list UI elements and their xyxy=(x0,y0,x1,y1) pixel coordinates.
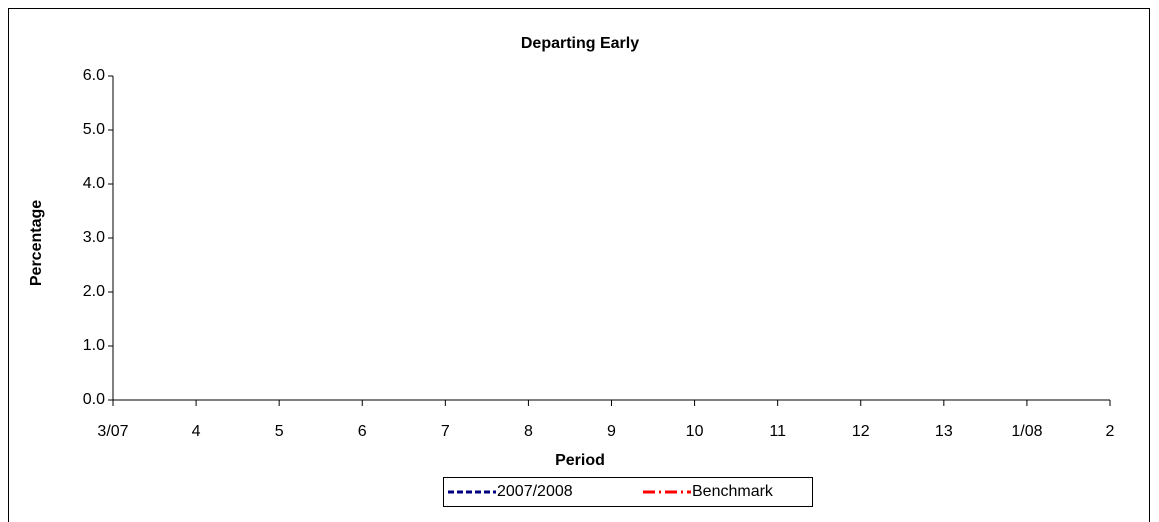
legend-label: Benchmark xyxy=(692,483,774,500)
x-tick-label: 5 xyxy=(275,423,284,440)
x-tick-label: 4 xyxy=(192,423,201,440)
x-tick-label: 11 xyxy=(769,423,786,440)
x-tick-label: 3/07 xyxy=(97,423,128,440)
y-tick-label: 1.0 xyxy=(83,337,105,354)
x-tick-label: 9 xyxy=(607,423,616,440)
y-tick-label: 2.0 xyxy=(83,283,105,300)
x-tick-label: 1/08 xyxy=(1011,423,1042,440)
y-tick-label: 4.0 xyxy=(83,175,105,192)
x-tick-label: 10 xyxy=(686,423,704,440)
x-tick-label: 7 xyxy=(441,423,450,440)
x-tick-label: 12 xyxy=(852,423,870,440)
y-tick-label: 0.0 xyxy=(83,391,105,408)
x-axis-label: Period xyxy=(555,452,605,469)
y-tick-label: 5.0 xyxy=(83,121,105,138)
y-tick-label: 6.0 xyxy=(83,67,105,84)
x-tick-label: 6 xyxy=(358,423,367,440)
chart-title: Departing Early xyxy=(521,35,639,52)
legend-box xyxy=(443,477,813,507)
x-tick-label: 2 xyxy=(1106,423,1115,440)
x-tick-label: 8 xyxy=(524,423,533,440)
x-tick-label: 13 xyxy=(935,423,953,440)
y-tick-label: 3.0 xyxy=(83,229,105,246)
legend-label: 2007/2008 xyxy=(497,483,573,500)
chart-frame xyxy=(8,8,1150,522)
y-axis-label: Percentage xyxy=(28,200,45,286)
